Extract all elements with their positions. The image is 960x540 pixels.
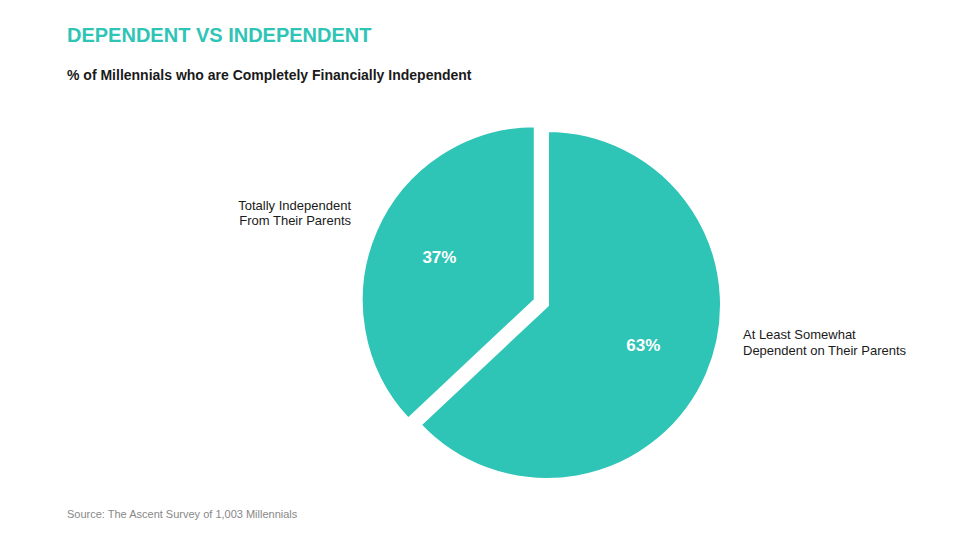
labels: 63% At Least SomewhatDependent on Their P…: [238, 198, 906, 358]
source: Source: The Ascent Survey of 1,003 Mille…: [67, 508, 298, 520]
category-label: Totally IndependentFrom Their Parents: [238, 198, 351, 229]
category-label-line: Totally Independent: [238, 198, 351, 213]
subtitle: % of Millennials who are Completely Fina…: [67, 67, 472, 83]
chart: DEPENDENT VS INDEPENDENT % of Millennials…: [0, 0, 960, 540]
pie: [361, 125, 722, 480]
category-label-line: At Least Somewhat: [743, 327, 856, 342]
slice: [361, 125, 536, 420]
background: [0, 0, 960, 540]
data-label: 63%: [626, 336, 660, 355]
category-label: At Least SomewhatDependent on Their Pare…: [743, 327, 907, 358]
title: DEPENDENT VS INDEPENDENT: [67, 24, 372, 46]
chart-container: DEPENDENT VS INDEPENDENT % of Millennials…: [0, 0, 960, 540]
category-label-line: From Their Parents: [239, 213, 351, 228]
data-label: 37%: [422, 248, 456, 267]
category-label-line: Dependent on Their Parents: [743, 343, 907, 358]
